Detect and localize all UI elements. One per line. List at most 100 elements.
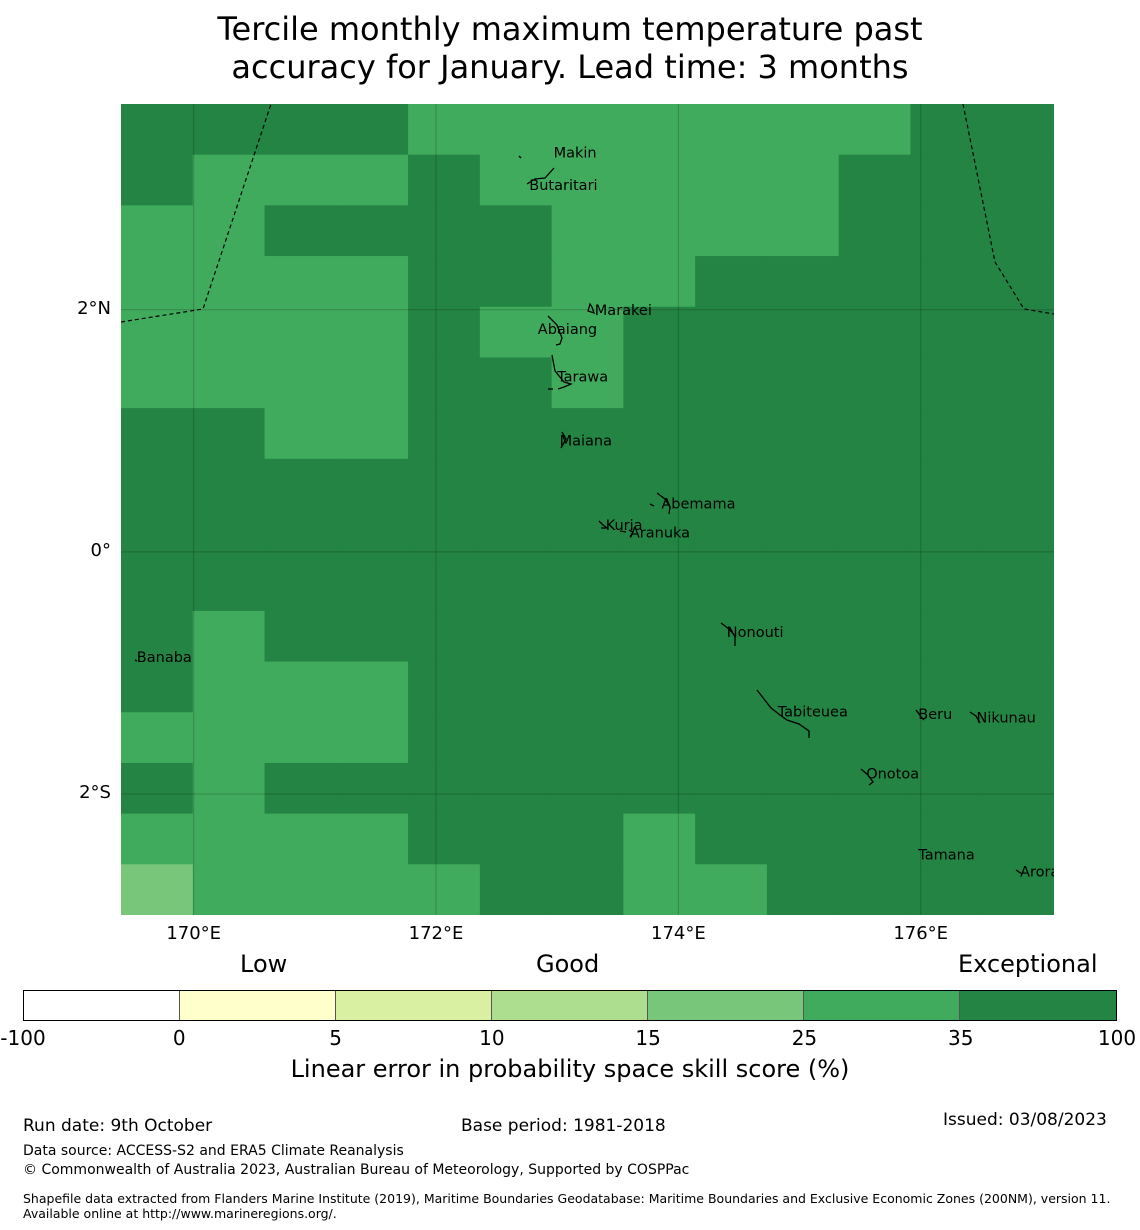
island-abaiang <box>547 315 563 346</box>
island-label: Nonouti <box>727 625 784 641</box>
grid-cell <box>336 154 409 206</box>
eez-boundary-west <box>121 104 272 323</box>
grid-cell <box>479 762 553 815</box>
grid-cell <box>408 712 481 764</box>
grid-cell <box>623 458 696 511</box>
grid-cell <box>408 104 481 156</box>
grid-cell <box>121 104 194 156</box>
grid-cell <box>695 560 768 612</box>
grid-cell <box>192 712 266 764</box>
grid-cell <box>336 256 409 308</box>
category-label-exceptional: Exceptional <box>958 950 1098 978</box>
grid-cell <box>336 205 409 257</box>
grid-cell <box>910 256 983 308</box>
grid-cell <box>766 408 840 460</box>
grid-cell <box>551 661 624 713</box>
grid-cell <box>336 509 409 561</box>
x-tick-label: 170°E <box>166 923 222 944</box>
grid-cell <box>192 661 266 713</box>
grid-cell <box>408 864 481 915</box>
grid-cell <box>910 104 983 156</box>
grid-cell <box>192 205 266 257</box>
grid-cell <box>623 154 696 206</box>
grid-cell <box>408 661 481 713</box>
grid-cell <box>982 813 1054 865</box>
grid-cell <box>264 458 337 511</box>
grid-cell <box>982 408 1054 460</box>
colorbar-tick-label: 5 <box>329 1026 342 1050</box>
grid-cell <box>264 813 337 865</box>
grid-cell <box>910 306 983 359</box>
grid-cell <box>551 306 624 359</box>
colorbar-tick-label: 10 <box>479 1026 505 1050</box>
grid-cell <box>695 104 768 156</box>
grid-cell <box>910 661 983 713</box>
grid-cell <box>408 560 481 612</box>
x-tick-label: 174°E <box>651 923 706 944</box>
grid-cell <box>766 712 840 764</box>
grid-cell <box>264 864 337 915</box>
grid-cell <box>695 205 768 257</box>
y-tick-label: 2°N <box>77 297 111 319</box>
grid-cell <box>982 509 1054 561</box>
grid-cell <box>264 408 337 460</box>
grid-cell <box>192 560 266 612</box>
skill-grid-cells <box>121 104 1054 915</box>
grid-cell <box>766 762 840 815</box>
grid-cell <box>910 357 983 409</box>
grid-cell <box>336 560 409 612</box>
colorbar-segment <box>24 991 180 1020</box>
grid-cell <box>551 357 624 409</box>
grid-cell <box>121 610 194 663</box>
island-butaritari <box>526 167 555 185</box>
island-beru <box>915 709 925 721</box>
grid-cell <box>838 205 912 257</box>
grid-cell <box>982 712 1054 764</box>
grid-cell <box>982 610 1054 663</box>
eez-boundary-east <box>962 104 1054 315</box>
grid-cell <box>264 610 337 663</box>
skill-map: Makin Butaritari Marakei Abaiang Tarawa Maian… <box>121 104 1054 915</box>
grid-cell <box>838 357 912 409</box>
grid-cell <box>551 205 624 257</box>
island-label: Banaba <box>137 650 192 666</box>
grid-cell <box>982 154 1054 206</box>
grid-cell <box>408 306 481 359</box>
grid-cell <box>479 509 553 561</box>
grid-cell <box>479 813 553 865</box>
grid-cell <box>192 762 266 815</box>
grid-cell <box>264 509 337 561</box>
grid-cell <box>192 357 266 409</box>
grid-cell <box>982 458 1054 511</box>
grid-cell <box>551 560 624 612</box>
grid-cell <box>408 458 481 511</box>
grid-cell <box>695 813 768 865</box>
grid-cell <box>121 458 194 511</box>
grid-cell <box>838 661 912 713</box>
colorbar-tick-label: -100 <box>0 1026 46 1050</box>
island-arorae <box>1015 869 1023 875</box>
grid-cell <box>551 256 624 308</box>
colorbar-segment <box>492 991 648 1020</box>
skill-map-svg: Makin Butaritari Marakei Abaiang Tarawa Maian… <box>121 104 1054 915</box>
grid-cell <box>695 661 768 713</box>
grid-cell <box>695 408 768 460</box>
grid-cell <box>336 864 409 915</box>
grid-cell <box>838 256 912 308</box>
grid-cell <box>192 256 266 308</box>
grid-cell <box>336 104 409 156</box>
island-label: Beru <box>918 707 952 723</box>
grid-cell <box>121 762 194 815</box>
grid-cell <box>264 104 337 156</box>
grid-cell <box>766 813 840 865</box>
island-onotoa <box>860 768 874 786</box>
grid-cell <box>838 306 912 359</box>
gridlines <box>121 104 1054 915</box>
island-nonouti <box>720 622 736 646</box>
grid-cell <box>479 357 553 409</box>
island-banaba <box>134 659 138 662</box>
grid-cell <box>766 661 840 713</box>
category-label-good: Good <box>536 950 600 978</box>
grid-cell <box>623 813 696 865</box>
island-label: Aranuka <box>630 526 690 542</box>
